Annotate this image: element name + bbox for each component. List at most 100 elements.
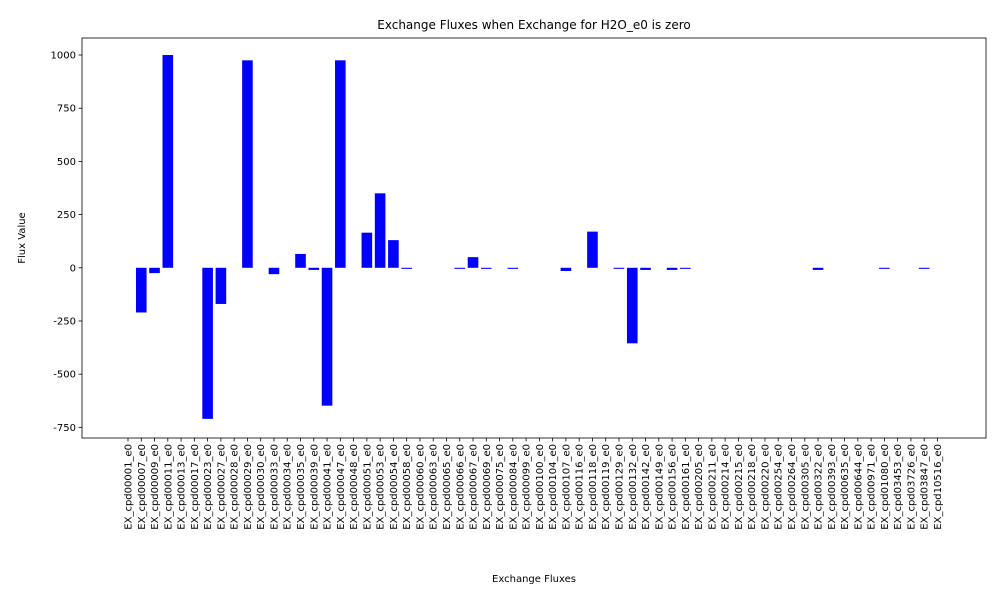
y-tick-label: 250 bbox=[57, 210, 76, 221]
bar bbox=[560, 267, 572, 271]
y-tick-label: -750 bbox=[53, 423, 76, 434]
x-tick-label: EX_cpd00035_e0 bbox=[296, 444, 307, 530]
x-tick-label: EX_cpd00100_e0 bbox=[535, 444, 546, 530]
y-tick-label: 1000 bbox=[51, 51, 76, 62]
x-tick-label: EX_cpd00047_e0 bbox=[336, 444, 347, 530]
bar bbox=[335, 60, 346, 268]
x-tick-label: EX_cpd00029_e0 bbox=[243, 444, 254, 530]
x-tick-label: EX_cpd00075_e0 bbox=[495, 444, 506, 530]
bar bbox=[202, 267, 213, 419]
x-tick-label: EX_cpd00067_e0 bbox=[469, 444, 480, 530]
x-tick-label: EX_cpd00058_e0 bbox=[402, 444, 413, 530]
bar bbox=[374, 193, 386, 268]
bar bbox=[295, 253, 306, 268]
x-tick-label: EX_cpd03847_e0 bbox=[920, 444, 931, 530]
x-tick-label: EX_cpd00099_e0 bbox=[522, 444, 533, 530]
x-tick-label: EX_cpd00635_e0 bbox=[840, 444, 851, 530]
x-tick-label: EX_cpd00264_e0 bbox=[787, 444, 798, 530]
x-tick-label: EX_cpd00971_e0 bbox=[867, 444, 878, 530]
x-tick-label: EX_cpd00039_e0 bbox=[309, 444, 320, 530]
x-tick-label: EX_cpd00104_e0 bbox=[548, 444, 559, 530]
x-tick-label: EX_cpd00033_e0 bbox=[269, 444, 280, 530]
x-tick-label: EX_cpd00205_e0 bbox=[694, 444, 705, 530]
x-tick-label: EX_cpd00069_e0 bbox=[482, 444, 493, 530]
x-tick-label: EX_cpd00048_e0 bbox=[349, 444, 360, 530]
x-tick-label: EX_cpd00009_e0 bbox=[150, 444, 161, 530]
x-tick-label: EX_cpd00644_e0 bbox=[853, 444, 864, 530]
x-tick-label: EX_cpd00028_e0 bbox=[230, 444, 241, 530]
x-tick-label: EX_cpd00129_e0 bbox=[614, 444, 625, 530]
x-tick-label: EX_cpd00051_e0 bbox=[362, 444, 373, 530]
x-tick-label: EX_cpd00149_e0 bbox=[654, 444, 665, 530]
x-tick-label: EX_cpd00060_e0 bbox=[415, 444, 426, 530]
bar bbox=[268, 267, 280, 275]
y-tick-label: -500 bbox=[53, 370, 76, 381]
bar bbox=[135, 267, 147, 313]
x-tick-label: EX_cpd00034_e0 bbox=[283, 444, 294, 530]
x-tick-label: EX_cpd00065_e0 bbox=[442, 444, 453, 530]
x-tick-label: EX_cpd00023_e0 bbox=[203, 444, 214, 530]
bar bbox=[613, 267, 625, 269]
y-tick-label: 0 bbox=[70, 263, 76, 274]
x-tick-label: EX_cpd00041_e0 bbox=[323, 444, 334, 530]
bar bbox=[918, 267, 930, 269]
x-tick-label: EX_cpd00063_e0 bbox=[429, 444, 440, 530]
x-tick-label: EX_cpd00017_e0 bbox=[190, 444, 201, 530]
x-axis-title: Exchange Fluxes bbox=[492, 574, 576, 585]
bar bbox=[321, 267, 333, 406]
x-tick-label: EX_cpd00027_e0 bbox=[216, 444, 227, 530]
plot-area: -750 -500 -250 0 250 500 750 1000 EX_cpd00001_e0… bbox=[51, 37, 987, 530]
chart-title: Exchange Fluxes when Exchange for H2O_e0… bbox=[377, 18, 691, 32]
axes-frame bbox=[81, 37, 987, 439]
x-tick-label: EX_cpd00322_e0 bbox=[814, 444, 825, 530]
bar bbox=[308, 267, 320, 270]
bar bbox=[812, 267, 824, 270]
bar bbox=[626, 267, 638, 344]
bar bbox=[480, 267, 492, 269]
x-tick-label: EX_cpd00119_e0 bbox=[601, 444, 612, 530]
x-tick-label: EX_cpd00211_e0 bbox=[707, 444, 718, 530]
x-tick-label: EX_cpd03726_e0 bbox=[906, 444, 917, 530]
y-axis-title: Flux Value bbox=[17, 212, 28, 263]
x-tick-label: EX_cpd00393_e0 bbox=[827, 444, 838, 530]
x-tick-label: EX_cpd00107_e0 bbox=[561, 444, 572, 530]
x-tick-label: EX_cpd00220_e0 bbox=[760, 444, 771, 530]
x-tick-label: EX_cpd00053_e0 bbox=[376, 444, 387, 530]
bar bbox=[388, 240, 399, 268]
bar bbox=[879, 267, 890, 269]
x-tick-label: EX_cpd00054_e0 bbox=[389, 444, 400, 530]
x-tick-label: EX_cpd00132_e0 bbox=[628, 444, 639, 530]
bar bbox=[149, 267, 160, 274]
x-tick-label: EX_cpd00218_e0 bbox=[747, 444, 758, 530]
x-tick-label: EX_cpd00161_e0 bbox=[681, 444, 692, 530]
x-tick-label: EX_cpd03453_e0 bbox=[893, 444, 904, 530]
bar bbox=[454, 267, 466, 269]
x-tick-label: EX_cpd10516_e0 bbox=[933, 444, 944, 530]
bar bbox=[507, 267, 519, 269]
x-tick-label: EX_cpd00001_e0 bbox=[124, 444, 135, 530]
x-tick-label: EX_cpd00011_e0 bbox=[163, 444, 174, 530]
x-tick-label: EX_cpd00156_e0 bbox=[668, 444, 679, 530]
bar bbox=[242, 60, 253, 268]
bar bbox=[587, 231, 598, 268]
y-tick-label: 750 bbox=[57, 104, 76, 115]
bar bbox=[640, 267, 651, 270]
x-tick-label: EX_cpd00118_e0 bbox=[588, 444, 599, 530]
x-tick-label: EX_cpd00254_e0 bbox=[774, 444, 785, 530]
bar bbox=[666, 267, 678, 270]
x-tick-label: EX_cpd00030_e0 bbox=[256, 444, 267, 530]
x-tick-label: EX_cpd00066_e0 bbox=[455, 444, 466, 530]
x-tick-label: EX_cpd00116_e0 bbox=[575, 444, 586, 530]
x-tick-label: EX_cpd00007_e0 bbox=[137, 444, 148, 530]
x-tick-label: EX_cpd00305_e0 bbox=[800, 444, 811, 530]
bar bbox=[401, 267, 412, 269]
bar bbox=[680, 267, 691, 269]
bar bbox=[215, 267, 227, 304]
bar bbox=[162, 55, 174, 268]
y-tick-label: 500 bbox=[57, 157, 76, 168]
bar bbox=[361, 232, 373, 268]
x-tick-label: EX_cpd00013_e0 bbox=[177, 444, 188, 530]
x-tick-label: EX_cpd01080_e0 bbox=[880, 444, 891, 530]
bar bbox=[467, 257, 479, 268]
